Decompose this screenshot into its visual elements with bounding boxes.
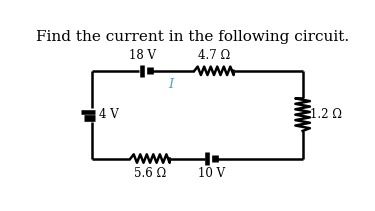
- Text: 10 V: 10 V: [198, 168, 225, 180]
- Text: I: I: [168, 78, 174, 91]
- Text: 5.6 Ω: 5.6 Ω: [134, 168, 166, 180]
- Text: Find the current in the following circuit.: Find the current in the following circui…: [36, 30, 349, 44]
- Text: 4 V: 4 V: [99, 108, 119, 121]
- Text: 4.7 Ω: 4.7 Ω: [198, 49, 230, 62]
- Text: 1.2 Ω: 1.2 Ω: [310, 108, 342, 121]
- Text: 18 V: 18 V: [129, 49, 156, 62]
